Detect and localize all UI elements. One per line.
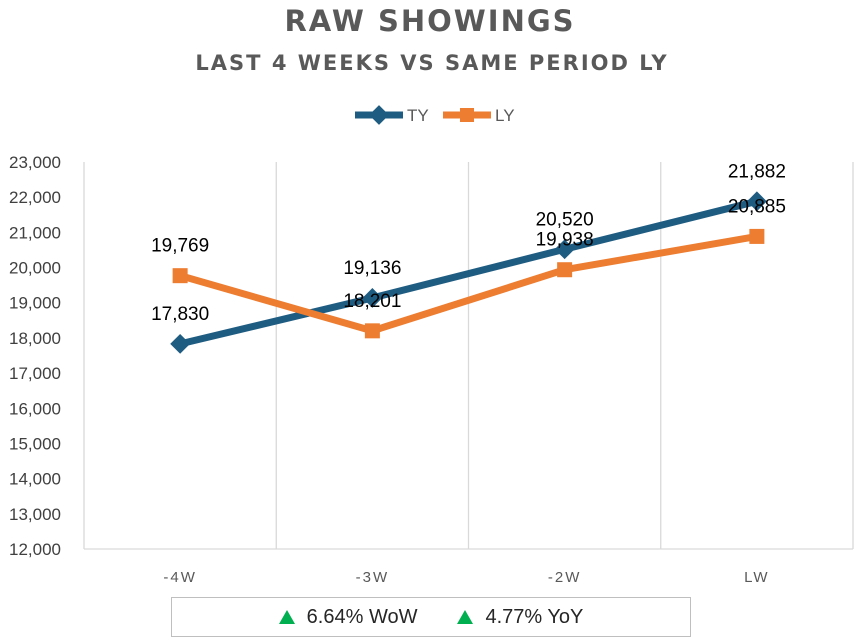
yoy-text: 4.77% YoY [485,605,584,628]
gridlines [83,162,854,550]
chart: RAW SHOWINGS LAST 4 WEEKS VS SAME PERIOD… [9,4,854,586]
data-label-ty: 20,520 [536,209,594,230]
wow-summary: 6.64% WoW [278,605,418,629]
summary-box: 6.64% WoW 4.77% YoY [171,597,691,637]
x-tick-label: -2W [548,569,582,586]
x-tick-label: -3W [356,569,390,586]
data-label-ty: 21,882 [728,161,786,182]
x-tick-label: LW [744,569,769,586]
data-label-ly: 20,885 [728,196,786,217]
up-triangle-icon [457,610,474,624]
series-line-ty [179,197,758,348]
legend-marker-ty [369,105,389,125]
data-label-ly: 18,201 [343,291,401,312]
chart-subtitle: LAST 4 WEEKS VS SAME PERIOD LY [195,51,668,75]
data-label-ty: 17,830 [151,304,209,325]
wow-text: 6.64% WoW [306,605,418,628]
y-tick-label: 16,000 [9,399,61,418]
yoy-summary: 4.77% YoY [457,606,583,629]
y-tick-label: 21,000 [9,223,61,242]
y-axis: 12,000 13,000 14,000 15,000 16,000 17,000 18,0… [9,153,61,559]
data-label-ly: 19,938 [536,230,594,251]
legend: TY LY [355,105,515,125]
chart-title: RAW SHOWINGS [284,4,575,38]
data-point-ly [749,228,765,244]
data-label-ty: 19,136 [343,258,401,279]
series [170,191,767,354]
y-tick-label: 18,000 [9,329,61,348]
series-line-ly [179,232,758,335]
legend-item-ly: LY [443,106,515,125]
x-axis: -4W -3W -2W LW [163,569,769,586]
up-triangle-icon [278,610,295,624]
data-point-ly [172,268,188,284]
data-label-ly: 19,769 [151,236,209,257]
y-tick-label: 22,000 [9,188,61,207]
legend-label-ly: LY [495,106,515,125]
y-tick-label: 13,000 [9,505,61,524]
legend-item-ty: TY [355,105,429,125]
legend-label-ty: TY [407,106,429,125]
x-tick-label: -4W [163,569,197,586]
legend-marker-ly [460,108,474,122]
y-tick-label: 12,000 [9,540,61,559]
y-tick-label: 15,000 [9,434,61,453]
y-tick-label: 14,000 [9,470,61,489]
y-tick-label: 19,000 [9,294,61,313]
data-point-ty [362,288,383,308]
y-tick-label: 20,000 [9,259,61,278]
y-tick-label: 17,000 [9,364,61,383]
data-point-ly [557,262,573,278]
data-point-ly [364,323,380,339]
y-tick-label: 23,000 [9,153,61,172]
data-labels: 17,830 19,136 20,520 21,882 19,769 18,201 19,9… [151,161,786,325]
data-point-ty [170,333,191,354]
